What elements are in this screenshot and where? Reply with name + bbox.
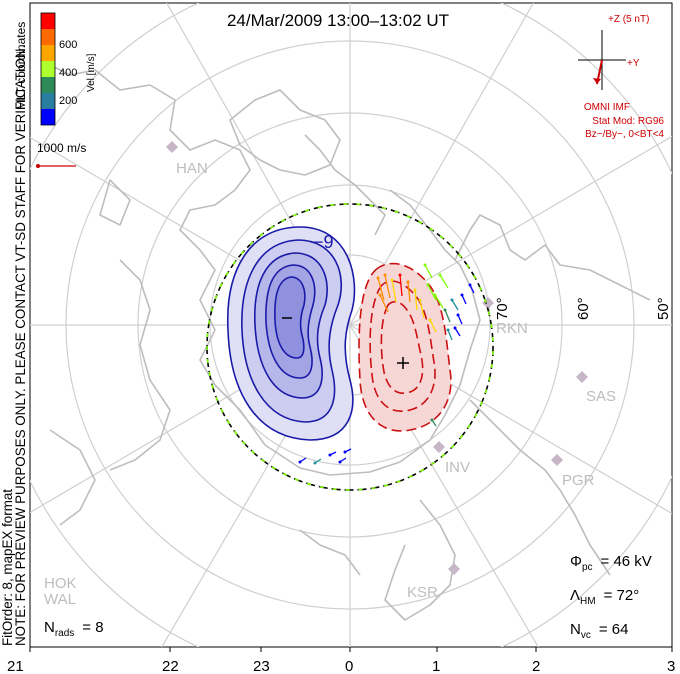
imf-z-label: +Z (5 nT): [608, 14, 649, 25]
station-markers: [166, 141, 588, 575]
imf-stat-mod: Stat Mod: RG96: [592, 116, 664, 127]
mlt-tick-21: 21: [7, 658, 24, 674]
mlt-tick-0: 0: [345, 658, 353, 674]
mlt-axis: [29, 647, 673, 652]
colorbar-tick-600: 600: [59, 39, 77, 51]
mlt-tick-2: 2: [532, 658, 540, 674]
coastlines: [39, 59, 651, 621]
svg-text:Nrads= 8: Nrads = 8: [44, 619, 104, 639]
latitude-label-60: 60°: [575, 297, 592, 320]
negative-convection-cell: [227, 226, 356, 441]
mlt-tick-22: 22: [162, 658, 179, 674]
plot-title: 24/Mar/2009 13:00–13:02 UT: [227, 11, 449, 30]
svg-text:Nvc= 64: Nvc = 64: [570, 621, 628, 641]
mlt-tick-23: 23: [253, 658, 270, 674]
mlt-tick-3: 3: [667, 658, 675, 674]
velocity-colorbar: [40, 12, 56, 126]
mlt-tick-1: 1: [432, 658, 440, 674]
velocity-scale-arrow: [36, 164, 76, 168]
velocity-scale-label: 1000 m/s: [37, 141, 86, 155]
imf-dial: [578, 30, 626, 90]
colorbar-tick-200: 200: [59, 95, 77, 107]
preview-note: NOTE: FOR PREVIEW PURPOSES ONLY. PLEASE …: [13, 45, 28, 646]
station-han: HAN: [176, 160, 208, 177]
station-ksr: KSR: [407, 584, 438, 601]
stats-readout: Φpc = 46 kV ΛHM = 72° Nvc = 64: [570, 553, 652, 641]
station-sas: SAS: [586, 388, 616, 405]
latitude-label-50: 50°: [655, 297, 672, 320]
velocity-vectors: [298, 263, 475, 465]
fit-order-note: FitOrder: 8, mapEX format: [0, 489, 15, 646]
mlt-coordinates-label: MLT coordinates: [14, 22, 28, 110]
latitude-label-70: 70°: [494, 297, 511, 320]
svg-text:ΛHM= 72°: ΛHM = 72°: [570, 587, 639, 607]
positive-convection-cell: [358, 262, 452, 432]
contour-label: −9: [313, 232, 334, 252]
station-hok: HOK: [44, 575, 77, 592]
colorbar-tick-400: 400: [59, 67, 77, 79]
imf-condition: Bz−/By−, 0<BT<4: [585, 129, 664, 140]
colorbar-label: Vel [m/s]: [86, 53, 97, 92]
phi-pc-symbol: Φ: [570, 553, 582, 570]
imf-source: OMNI IMF: [584, 102, 630, 113]
station-wal: WAL: [44, 591, 76, 608]
lambda-hm-symbol: Λ: [570, 587, 580, 604]
station-pgr: PGR: [562, 472, 595, 489]
svg-text:Φpc= 46 kV: Φpc = 46 kV: [570, 553, 652, 573]
nvc-symbol: N: [570, 621, 581, 638]
station-inv: INV: [445, 459, 470, 476]
nrads-readout: Nrads = 8: [44, 619, 104, 639]
hm-boundary-green: [206, 203, 494, 491]
station-rkn: RKN: [496, 320, 528, 337]
imf-y-label: +Y: [627, 58, 640, 69]
